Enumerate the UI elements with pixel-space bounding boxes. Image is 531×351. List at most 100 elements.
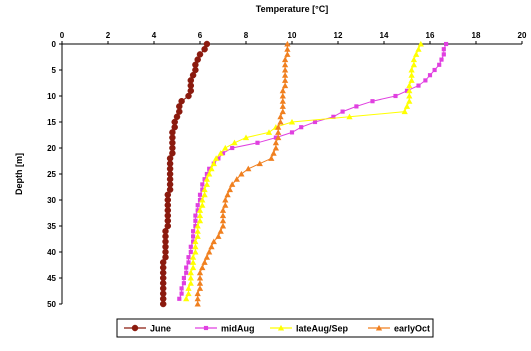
data-point (279, 98, 286, 104)
x-tick-label: 0 (60, 31, 65, 40)
data-point (401, 108, 408, 115)
x-tick-label: 8 (244, 31, 249, 40)
x-tick-label: 20 (518, 31, 527, 40)
legend-label: midAug (221, 324, 255, 334)
legend-marker (131, 324, 139, 332)
data-point (233, 176, 240, 182)
data-point (203, 181, 211, 187)
data-point (201, 191, 208, 198)
data-point (222, 196, 229, 203)
data-point (181, 275, 186, 281)
data-point (207, 166, 212, 171)
series-lateaug-sep (183, 40, 424, 302)
data-point (192, 248, 199, 255)
legend: June midAug lateAug/Sep earlyOct (116, 318, 434, 338)
data-point (203, 254, 211, 260)
data-point (203, 176, 211, 182)
x-tick-label: 12 (334, 31, 343, 40)
data-point (181, 281, 186, 286)
data-point (281, 77, 289, 83)
data-point (219, 222, 227, 229)
data-point (187, 274, 194, 281)
data-point (284, 46, 291, 52)
data-point (194, 295, 201, 302)
data-point (192, 243, 199, 250)
data-point (289, 130, 295, 135)
x-tick-label: 14 (380, 31, 389, 40)
legend-label: earlyOct (394, 324, 430, 334)
data-point (210, 238, 217, 245)
data-point (408, 77, 415, 83)
data-point (197, 192, 203, 197)
data-point (415, 46, 422, 52)
data-point (410, 61, 418, 68)
data-point (189, 259, 197, 265)
legend-label: June (150, 324, 171, 334)
data-point (179, 286, 184, 291)
data-point (242, 134, 250, 141)
data-point (194, 300, 201, 307)
data-point (217, 150, 224, 156)
data-point (281, 72, 289, 78)
data-point (272, 139, 280, 146)
data-point (408, 72, 415, 78)
x-tick-label: 18 (472, 31, 481, 40)
legend-entry: midAug (195, 324, 255, 334)
data-point (187, 269, 194, 276)
data-point (219, 212, 227, 219)
data-point (416, 83, 421, 88)
data-point (222, 144, 229, 151)
data-point (184, 270, 189, 275)
data-point (200, 182, 205, 187)
data-point (279, 108, 286, 115)
data-point (208, 243, 215, 250)
data-point (200, 187, 205, 192)
data-point (196, 217, 204, 224)
data-point (279, 103, 286, 109)
legend-entry: earlyOct (368, 324, 430, 334)
data-point (229, 181, 236, 187)
data-point (192, 238, 199, 245)
x-tick-label: 10 (288, 31, 297, 40)
data-point (185, 92, 192, 100)
data-point (189, 254, 197, 260)
data-point (197, 197, 203, 203)
data-point (193, 218, 198, 223)
data-point (268, 155, 275, 161)
data-point (196, 280, 204, 286)
data-point (185, 285, 192, 291)
legend-entry: June (124, 324, 171, 334)
data-point (346, 113, 353, 120)
data-point (299, 125, 304, 130)
series-earlyoct (194, 40, 291, 307)
data-point (199, 202, 206, 208)
data-point (404, 88, 410, 93)
data-point (226, 186, 234, 193)
y-tick-label: 20 (47, 144, 56, 153)
data-point (194, 222, 201, 229)
data-point (275, 129, 282, 135)
data-point (265, 129, 273, 135)
data-point (196, 269, 204, 276)
data-point (279, 92, 286, 99)
legend-entry: lateAug/Sep (270, 324, 349, 334)
data-point (220, 151, 226, 156)
data-point (217, 228, 224, 234)
data-point (216, 156, 221, 161)
data-point (183, 295, 190, 302)
data-point (195, 203, 200, 208)
data-point (255, 140, 260, 145)
data-point (427, 73, 433, 78)
data-point (340, 109, 345, 114)
y-tick-label: 5 (52, 66, 57, 75)
data-point (191, 229, 196, 234)
data-point (284, 40, 291, 47)
data-point (193, 223, 198, 229)
y-tick-label: 45 (47, 274, 56, 283)
data-point (201, 186, 208, 193)
data-point (208, 165, 215, 172)
y-axis-title: Depth [m] (14, 153, 24, 195)
data-point (417, 40, 424, 47)
